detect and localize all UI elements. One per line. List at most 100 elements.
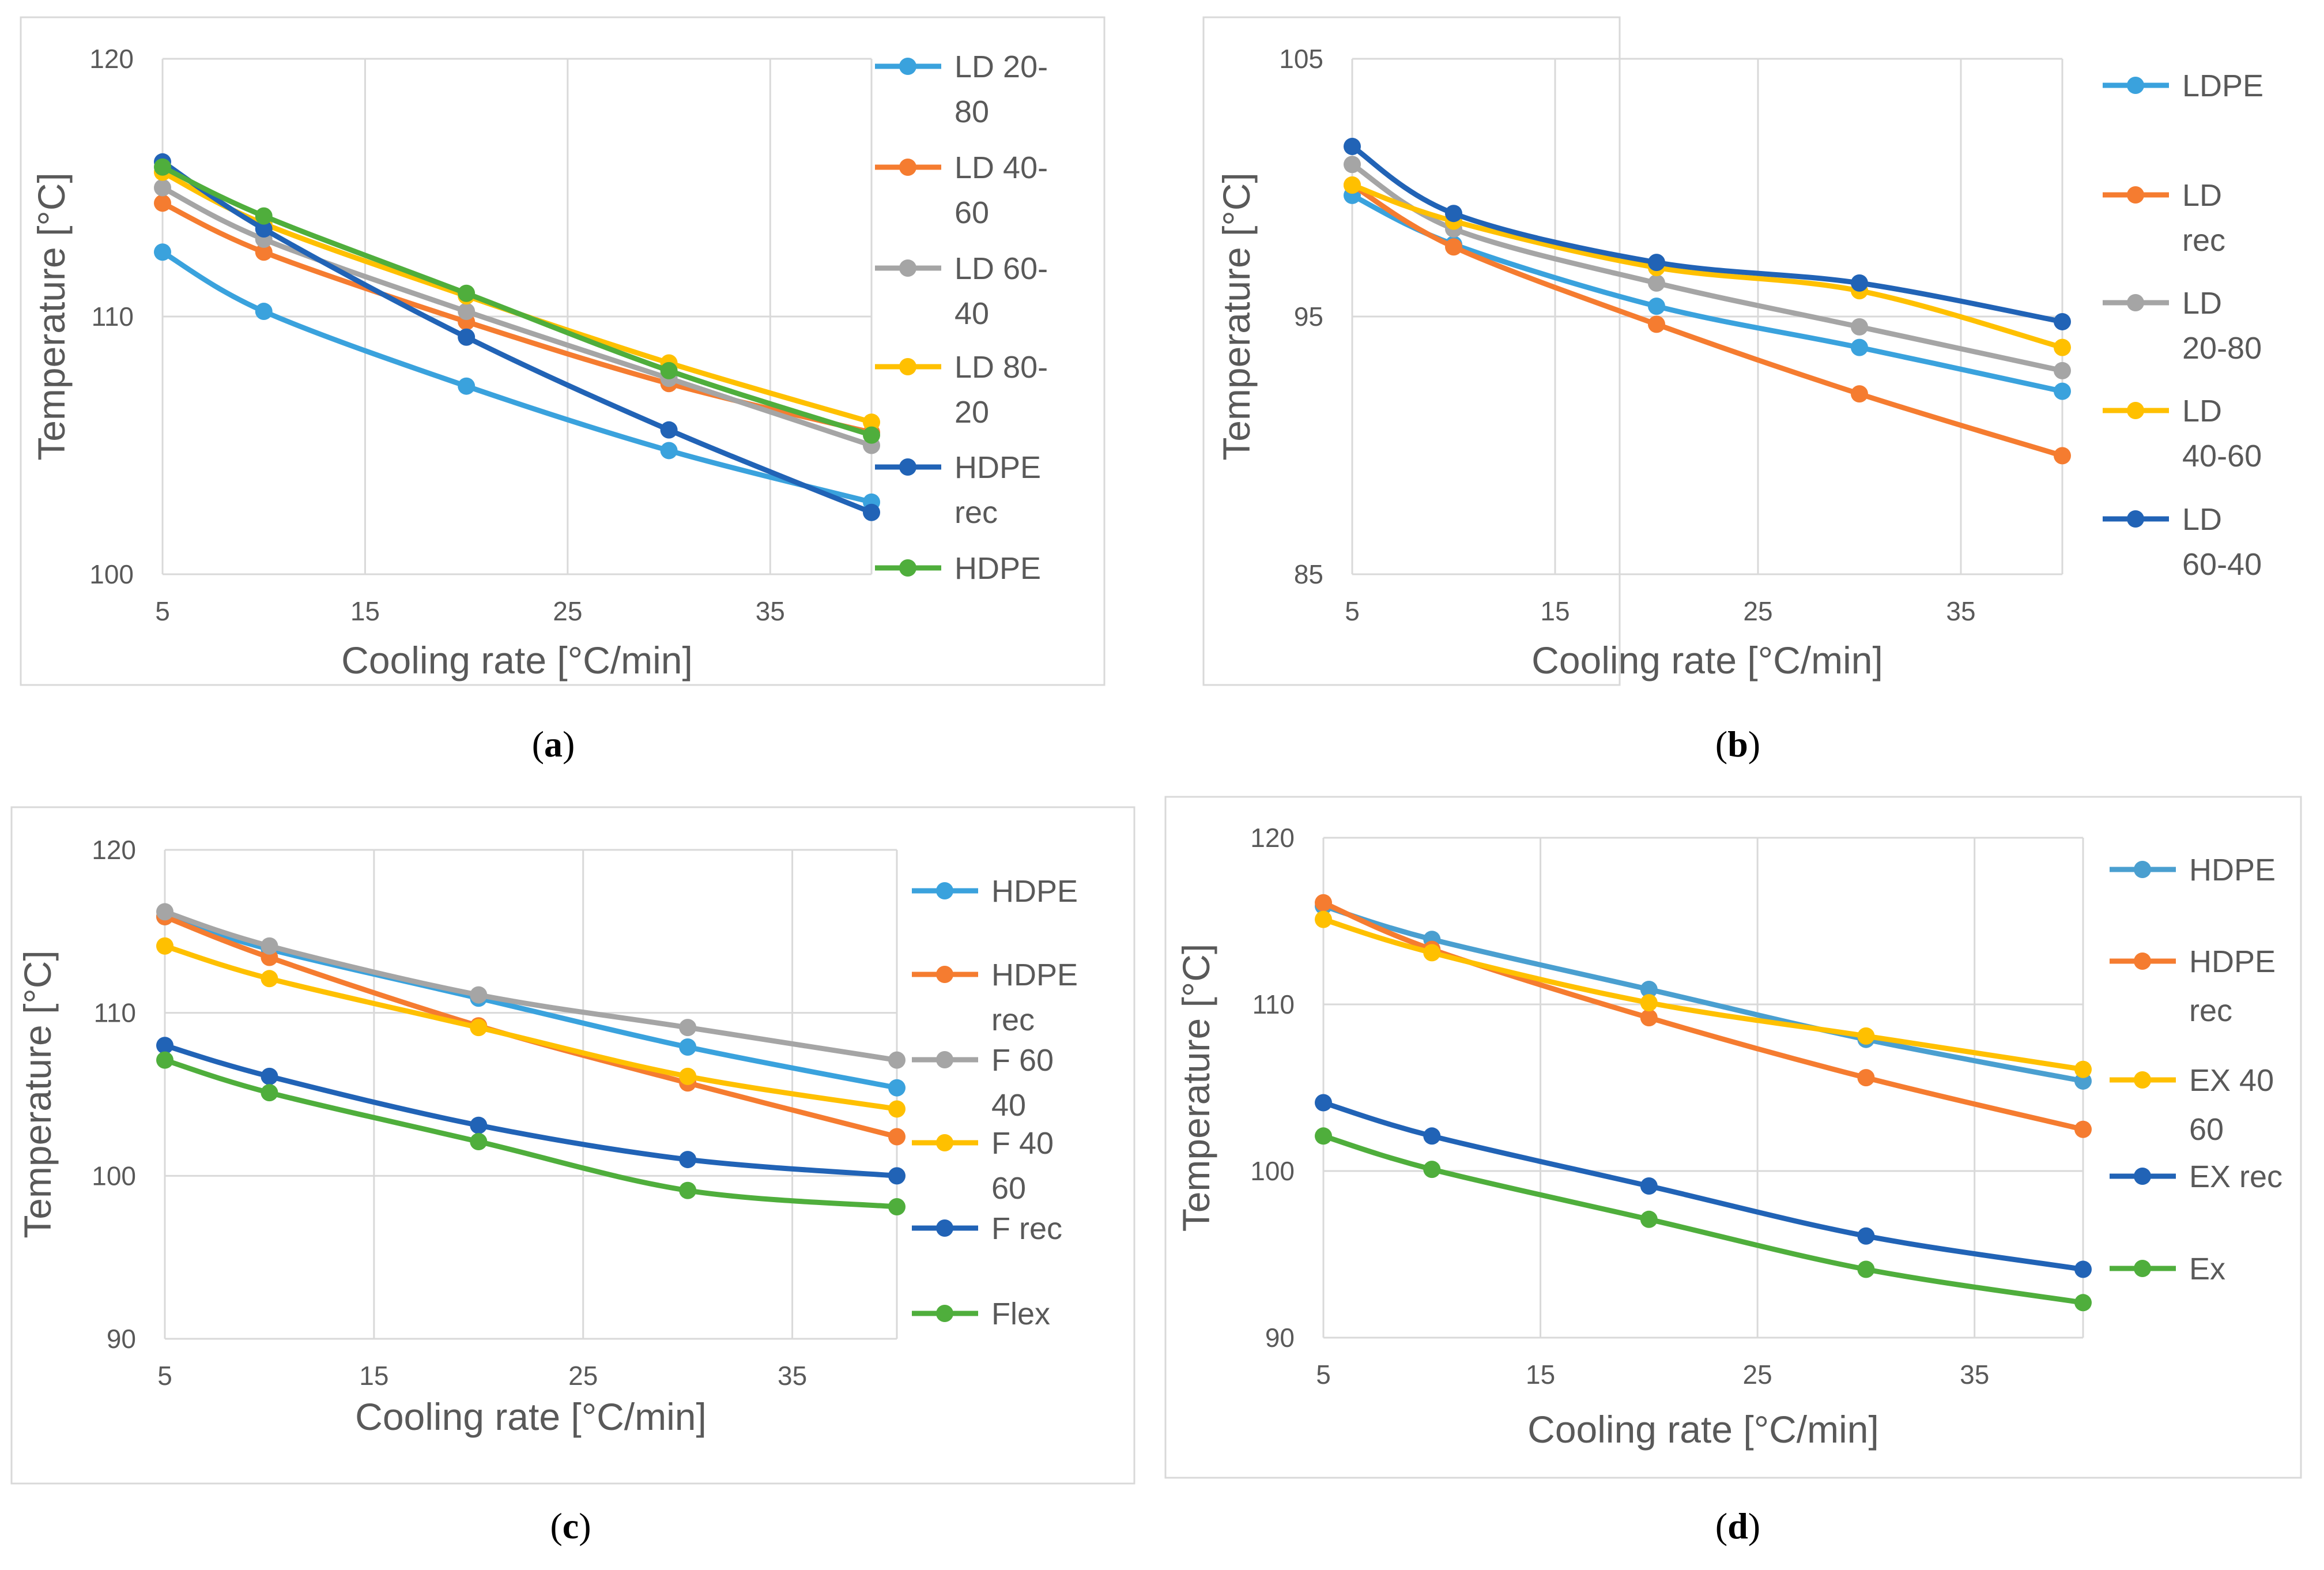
- legend-label-line2: 60: [2189, 1112, 2224, 1147]
- data-point: [679, 1019, 697, 1037]
- chart-panel-d: 5 15 25 35 90 100 110 120 Cooling rate [°C/min] T…: [1164, 796, 2302, 1546]
- legend-entry: LD 60-40: [2103, 502, 2262, 582]
- legend-label: LDPE: [2182, 69, 2263, 103]
- series-line: [1321, 900, 2086, 1132]
- legend-marker: [899, 58, 916, 75]
- data-point: [2054, 382, 2071, 400]
- legend-label: Ex: [2189, 1252, 2225, 1286]
- data-point: [863, 426, 880, 444]
- series-4: [1344, 137, 2071, 330]
- y-tick-label: 100: [89, 559, 134, 589]
- data-point: [1851, 385, 1868, 403]
- x-tick-label: 5: [155, 596, 170, 626]
- legend-marker: [2127, 402, 2144, 419]
- legend-label-line2: rec: [2189, 993, 2232, 1028]
- data-point: [1344, 156, 1361, 174]
- legend-marker: [936, 1305, 953, 1322]
- data-point: [1423, 1127, 1441, 1145]
- data-point: [1851, 338, 1868, 356]
- data-point: [255, 207, 273, 225]
- y-tick-label: 100: [92, 1161, 136, 1191]
- x-axis-title: Cooling rate [°C/min]: [341, 639, 693, 682]
- data-point: [2054, 338, 2071, 356]
- legend-label: HDPE: [991, 958, 1078, 992]
- x-tick-label: 15: [359, 1361, 388, 1391]
- data-point: [255, 243, 273, 261]
- series-line: [1321, 917, 2086, 1072]
- data-point: [1445, 205, 1462, 223]
- legend-marker: [2134, 952, 2151, 970]
- legend-marker: [899, 159, 916, 176]
- legend-entry: LD 40- 60: [875, 150, 1048, 230]
- y-tick-label: 110: [92, 302, 134, 332]
- data-point: [154, 158, 171, 176]
- legend-label-line2: rec: [991, 1003, 1035, 1037]
- data-point: [888, 1198, 906, 1216]
- x-tick-label: 5: [1345, 596, 1360, 626]
- data-point: [1315, 1094, 1332, 1112]
- legend-label: F rec: [991, 1211, 1062, 1246]
- series-line: [1321, 1100, 2086, 1272]
- legend-label: EX rec: [2189, 1159, 2282, 1194]
- series-line: [162, 914, 900, 1091]
- data-point: [1315, 910, 1332, 928]
- data-point: [2054, 447, 2071, 465]
- y-tick-label: 110: [94, 998, 136, 1028]
- legend-marker: [2134, 1260, 2151, 1277]
- data-point: [470, 1019, 488, 1037]
- series-line: [160, 164, 874, 438]
- series-5: [154, 158, 880, 444]
- data-point: [1640, 1009, 1658, 1027]
- data-point: [679, 1038, 697, 1056]
- data-point: [470, 1116, 488, 1134]
- y-tick-label: 105: [1279, 44, 1323, 74]
- data-point: [261, 1084, 278, 1102]
- legend-marker: [899, 259, 916, 277]
- data-point: [261, 937, 278, 955]
- legend-label: LD 40-: [954, 150, 1048, 185]
- data-point: [888, 1100, 906, 1118]
- y-tick-label: 90: [107, 1324, 136, 1354]
- x-tick-label: 15: [350, 596, 380, 626]
- data-point: [1857, 1027, 1875, 1045]
- data-point: [1648, 298, 1665, 315]
- legend-label-line2: 40-60: [2182, 439, 2262, 473]
- series-line: [162, 943, 900, 1112]
- series-line: [160, 185, 874, 448]
- y-tick-label: 85: [1294, 559, 1323, 589]
- chart-panel-c: 5 15 25 35 90 100 110 120 Cooling rate [°C/min] T…: [10, 806, 1135, 1546]
- legend-entry: F 40 60: [912, 1126, 1054, 1206]
- series-line: [1349, 182, 2065, 458]
- series-line: [1321, 903, 2086, 1084]
- data-point: [2074, 1294, 2092, 1312]
- data-point: [1640, 1210, 1658, 1228]
- legend-marker: [2134, 861, 2151, 878]
- x-tick-label: 35: [756, 596, 785, 626]
- legend-marker: [936, 1219, 953, 1237]
- legend-label-line2: 40: [991, 1088, 1026, 1123]
- y-tick-label: 100: [1250, 1156, 1295, 1186]
- data-point: [679, 1151, 697, 1169]
- series-line: [162, 1057, 900, 1210]
- data-point: [1423, 944, 1441, 962]
- series-line: [160, 249, 874, 505]
- legend-entry: LD 20- 80: [875, 50, 1048, 129]
- data-point: [2074, 1260, 2092, 1278]
- x-tick-label: 35: [1960, 1360, 1989, 1390]
- data-point: [154, 243, 171, 261]
- legend-label-line2: 20-80: [2182, 331, 2262, 366]
- data-point: [679, 1181, 697, 1199]
- legend-label: F 60: [991, 1043, 1054, 1078]
- legend-entry: Ex: [2110, 1252, 2225, 1286]
- y-tick-label: 120: [92, 835, 136, 865]
- x-axis-title: Cooling rate [°C/min]: [1527, 1408, 1879, 1451]
- series-line: [160, 159, 874, 515]
- panel-caption: (c): [550, 1505, 591, 1546]
- legend-label: LD: [2182, 502, 2222, 537]
- series-line: [162, 909, 900, 1063]
- data-point: [1640, 980, 1658, 998]
- series-4: [156, 1037, 906, 1185]
- legend-label-line2: 20: [954, 395, 989, 430]
- series-2: [1315, 910, 2092, 1078]
- legend-marker: [2134, 1071, 2151, 1089]
